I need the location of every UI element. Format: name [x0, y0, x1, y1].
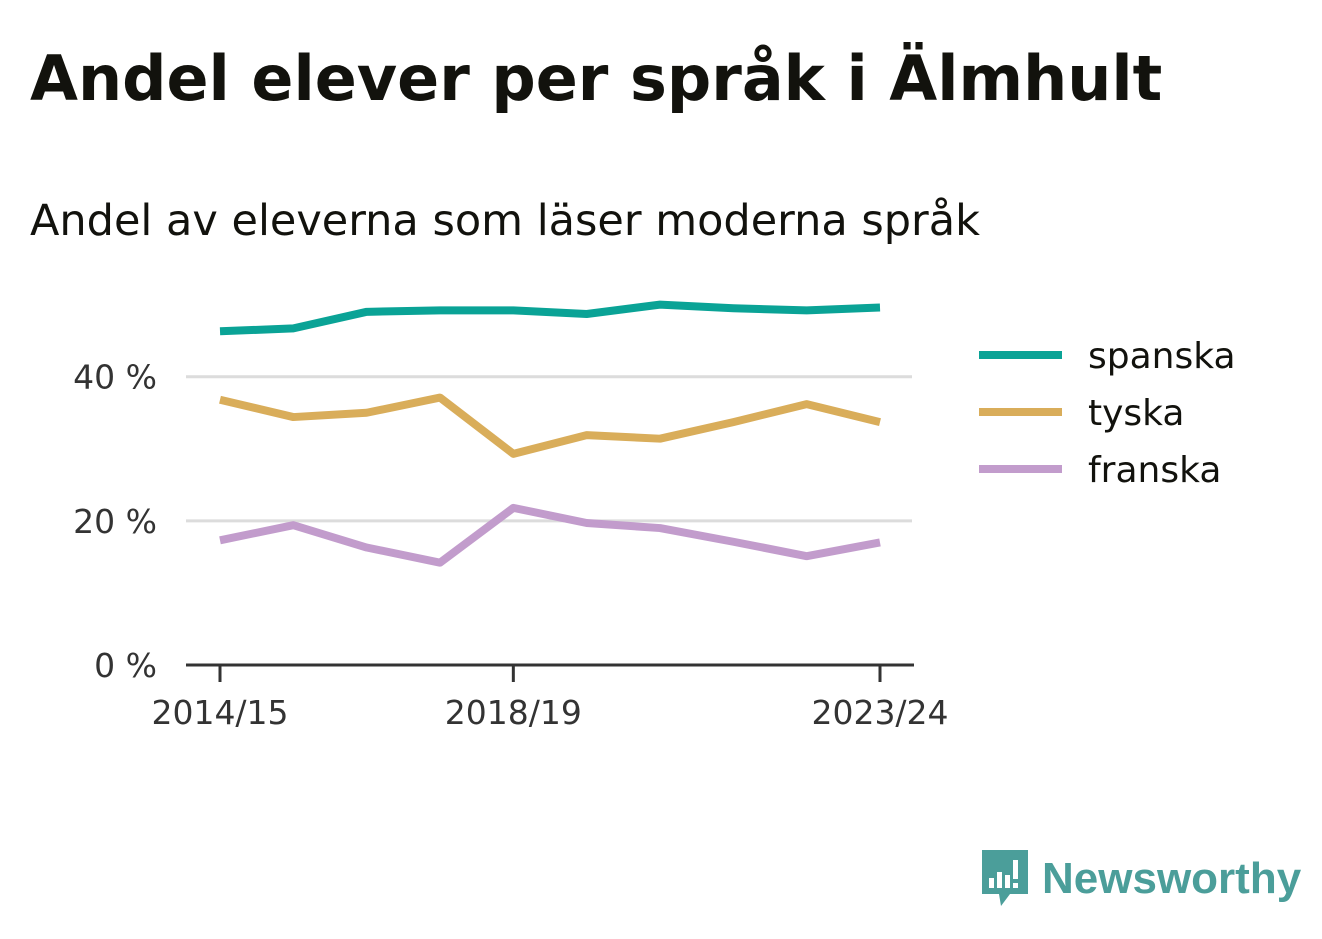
x-tick-label: 2014/15	[151, 693, 288, 732]
axes: 0 % 20 % 40 % 2014/15 2018/19 2023/24	[73, 358, 948, 732]
brand-name: Newsworthy	[1042, 854, 1302, 903]
newsworthy-logo: Newsworthy	[980, 848, 1301, 910]
legend-label-spanska: spanska	[1088, 336, 1236, 377]
series-lines	[219, 300, 881, 567]
x-tick-label: 2023/24	[811, 693, 948, 732]
legend: spanska tyska franska	[979, 336, 1236, 491]
legend-label-franska: franska	[1088, 450, 1221, 491]
y-tick-label: 20 %	[73, 502, 157, 541]
chart-title: Andel elever per språk i Älmhult	[30, 42, 1163, 115]
newsworthy-logo-icon	[982, 850, 1028, 906]
y-tick-label: 0 %	[94, 646, 157, 685]
chart-subtitle: Andel av eleverna som läser moderna språ…	[30, 196, 980, 246]
grid-lines	[186, 375, 912, 523]
series-line-franska	[219, 503, 881, 567]
series-line-tyska	[219, 393, 881, 458]
y-tick-label: 40 %	[73, 358, 157, 397]
x-tick-label: 2018/19	[445, 693, 582, 732]
series-line-spanska	[219, 300, 881, 336]
legend-label-tyska: tyska	[1088, 393, 1184, 434]
